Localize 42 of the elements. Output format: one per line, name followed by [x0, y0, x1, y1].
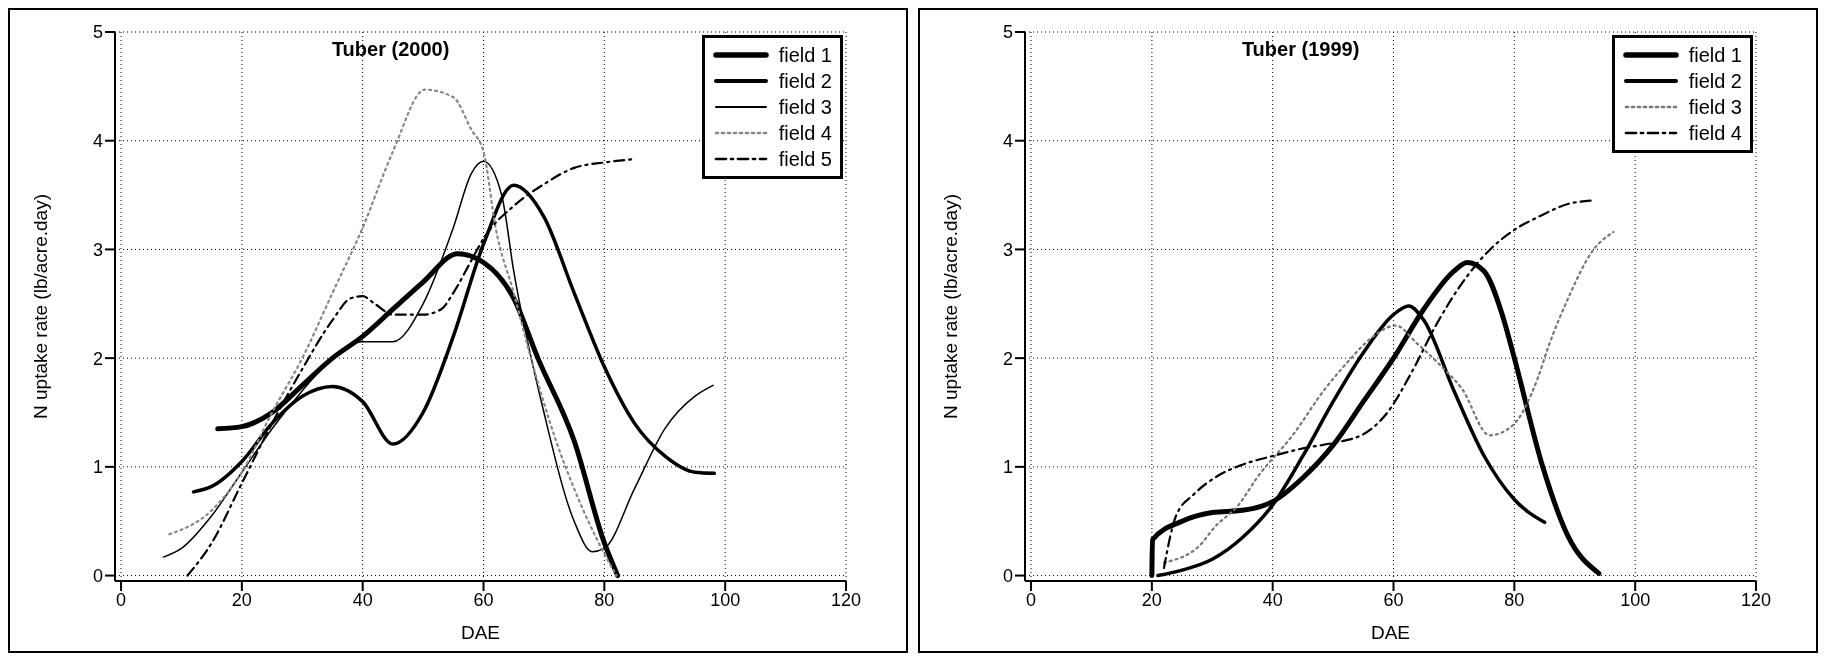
legend-label: field 2	[1688, 69, 1742, 93]
x-tick-label: 120	[830, 589, 862, 610]
legend-label: field 3	[1688, 95, 1742, 119]
x-tick-label: 20	[231, 589, 252, 610]
y-tick-label: 3	[92, 239, 103, 260]
y-axis-title: N uptake rate (lb/acre.day)	[939, 194, 961, 419]
x-tick-label: 60	[473, 589, 494, 610]
x-tick-label: 80	[1504, 589, 1525, 610]
legend-label: field 3	[778, 95, 832, 119]
x-tick-label: 40	[1262, 589, 1283, 610]
y-tick-label: 2	[1002, 348, 1013, 369]
x-tick-label: 100	[1620, 589, 1651, 610]
y-tick-label: 4	[1002, 131, 1013, 152]
chart-title: Tuber (2000)	[331, 38, 450, 60]
x-tick-label: 40	[352, 589, 373, 610]
legend-label: field 5	[778, 147, 832, 171]
y-tick-label: 1	[92, 457, 103, 478]
x-tick-label: 0	[116, 589, 127, 610]
x-tick-label: 20	[1141, 589, 1162, 610]
x-tick-label: 60	[1383, 589, 1404, 610]
y-tick-label: 0	[1002, 565, 1013, 586]
legend-label: field 2	[778, 69, 832, 93]
y-tick-label: 5	[92, 22, 103, 43]
y-tick-label: 5	[1002, 22, 1013, 43]
legend-label: field 4	[1688, 121, 1742, 145]
y-tick-label: 2	[92, 348, 103, 369]
y-tick-label: 4	[92, 131, 103, 152]
y-tick-label: 3	[1002, 239, 1013, 260]
y-axis-title: N uptake rate (lb/acre.day)	[29, 194, 51, 419]
legend-label: field 1	[778, 43, 832, 67]
x-tick-label: 120	[1740, 589, 1772, 610]
legend-label: field 1	[1688, 43, 1742, 67]
x-axis-title: DAE	[1370, 622, 1411, 643]
legend-label: field 4	[778, 121, 832, 145]
y-tick-label: 1	[1002, 457, 1013, 478]
x-axis-title: DAE	[460, 622, 501, 643]
x-tick-label: 100	[710, 589, 741, 610]
line-series	[168, 88, 618, 577]
x-tick-label: 80	[594, 589, 615, 610]
chart-title: Tuber (1999)	[1241, 38, 1360, 60]
x-tick-label: 0	[1026, 589, 1037, 610]
y-tick-label: 0	[92, 565, 103, 586]
